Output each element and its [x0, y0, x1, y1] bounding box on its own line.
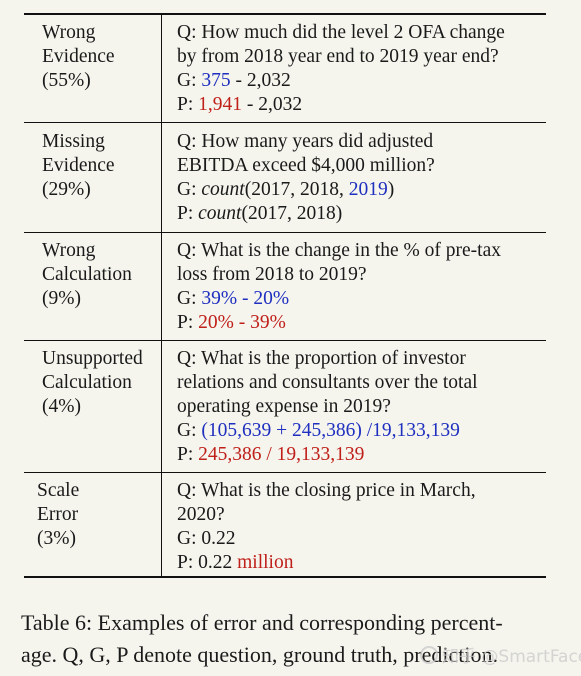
error-example: Q: How many years did adjusted EBITDA ex… — [177, 130, 435, 226]
table-row-rule — [24, 232, 546, 233]
table-row-rule — [24, 340, 546, 341]
error-category: Unsupported Calculation (4%) — [42, 348, 143, 417]
error-example: Q: What is the proportion of investor re… — [177, 347, 478, 467]
question-line: EBITDA exceed $4,000 million? — [177, 155, 435, 176]
error-example: Q: What is the change in the % of pre-ta… — [177, 239, 501, 335]
question-line: Q: How many years did adjusted — [177, 131, 434, 152]
prediction-line: P: 245,386 / 19,133,139 — [177, 444, 365, 465]
prediction-line: P: count(2017, 2018) — [177, 203, 343, 224]
question-line: by from 2018 year end to 2019 year end? — [177, 46, 499, 67]
ground-truth-line: G: 0.22 — [177, 528, 236, 549]
error-category: Wrong Calculation (9%) — [42, 240, 132, 309]
table-top-rule — [24, 13, 546, 15]
question-line: operating expense in 2019? — [177, 396, 391, 417]
error-example: Q: What is the closing price in March, 2… — [177, 479, 476, 575]
table-column-divider — [161, 14, 162, 577]
table-caption: Table 6: Examples of error and correspon… — [21, 610, 503, 667]
question-line: Q: What is the proportion of investor — [177, 348, 466, 369]
zhihu-logo-icon — [420, 646, 438, 664]
prediction-line: P: 0.22 million — [177, 552, 294, 573]
question-line: Q: What is the closing price in March, — [177, 480, 476, 501]
ground-truth-line: G: 39% - 20% — [177, 288, 290, 309]
question-line: 2020? — [177, 504, 225, 525]
prediction-line: P: 1,941 - 2,032 — [177, 94, 303, 115]
watermark: 知乎 @SmartFace — [420, 642, 581, 667]
error-category: Missing Evidence (29%) — [42, 131, 115, 200]
error-category: Scale Error (3%) — [37, 480, 80, 549]
ground-truth-line: G: (105,639 + 245,386) /19,133,139 — [177, 420, 460, 441]
ground-truth-line: G: count(2017, 2018, 2019) — [177, 179, 395, 200]
question-line: relations and consultants over the total — [177, 372, 478, 393]
question-line: Q: What is the change in the % of pre-ta… — [177, 240, 501, 261]
prediction-line: P: 20% - 39% — [177, 312, 286, 333]
table-row-rule — [24, 122, 546, 123]
question-line: Q: How much did the level 2 OFA change — [177, 22, 505, 43]
table-bottom-rule — [24, 576, 546, 578]
error-category: Wrong Evidence (55%) — [42, 22, 115, 91]
question-line: loss from 2018 to 2019? — [177, 264, 367, 285]
ground-truth-line: G: 375 - 2,032 — [177, 70, 291, 91]
error-example: Q: How much did the level 2 OFA change b… — [177, 21, 505, 117]
table-row-rule — [24, 472, 546, 473]
